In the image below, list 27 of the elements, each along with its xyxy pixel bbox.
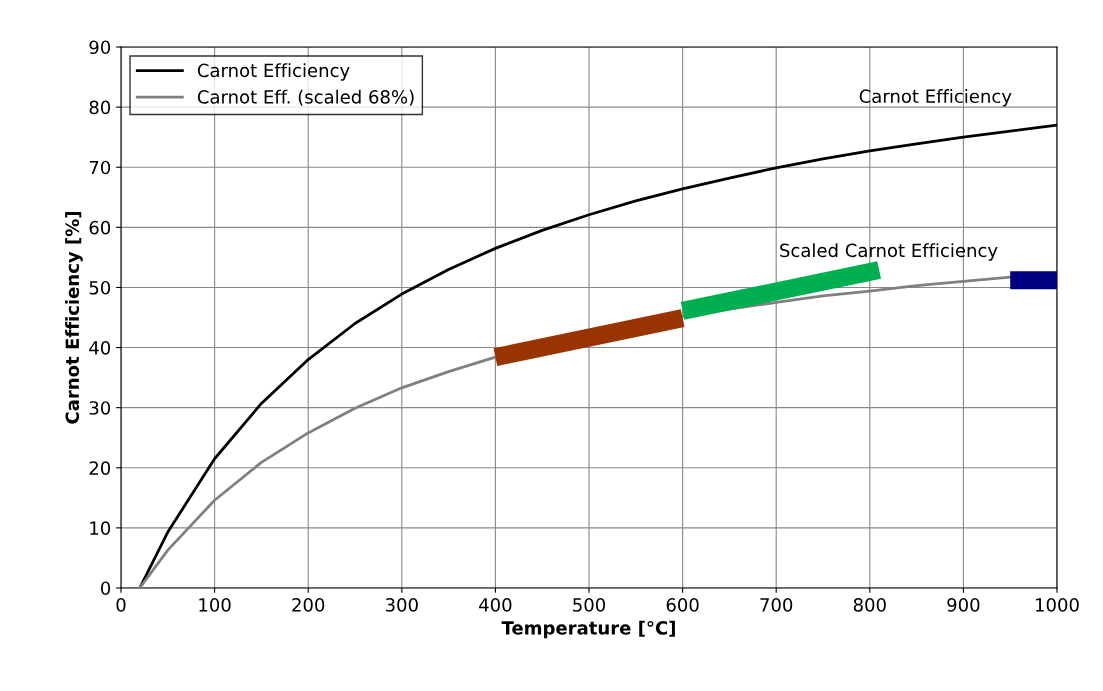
y-tick-label: 0 [100, 581, 111, 596]
annotation: Scaled Carnot Efficiency [780, 243, 998, 261]
legend-label: Carnot Eff. (scaled 68%) [197, 89, 414, 106]
y-tick-label: 80 [89, 100, 111, 115]
y-axis-title: Carnot Efficiency [%] [65, 212, 83, 424]
x-tick-label: 900 [947, 598, 980, 612]
y-tick-label: 30 [89, 401, 111, 415]
x-tick-label: 800 [853, 598, 886, 612]
y-tick-label: 10 [90, 521, 111, 536]
x-tick-label: 100 [199, 598, 231, 612]
y-tick-label: 70 [89, 160, 111, 175]
x-tick-label: 500 [573, 598, 606, 612]
x-tick-label: 300 [385, 598, 418, 612]
y-tick-label: 60 [89, 220, 111, 235]
x-tick-label: 700 [760, 598, 793, 612]
y-tick-label: 20 [89, 461, 111, 475]
x-tick-label: 400 [479, 598, 512, 612]
x-tick-label: 0 [116, 598, 126, 612]
x-tick-label: 600 [666, 598, 699, 612]
y-tick-label: 40 [89, 341, 111, 355]
annotation: Carnot Efficiency [859, 89, 1012, 107]
y-tick-label: 50 [89, 280, 111, 295]
legend-label: Carnot Efficiency [197, 63, 350, 81]
x-tick-label: 200 [292, 598, 325, 612]
x-tick-label: 1000 [1036, 598, 1079, 612]
x-axis-title: Temperature [°C] [501, 620, 675, 639]
y-tick-label: 90 [89, 40, 111, 55]
